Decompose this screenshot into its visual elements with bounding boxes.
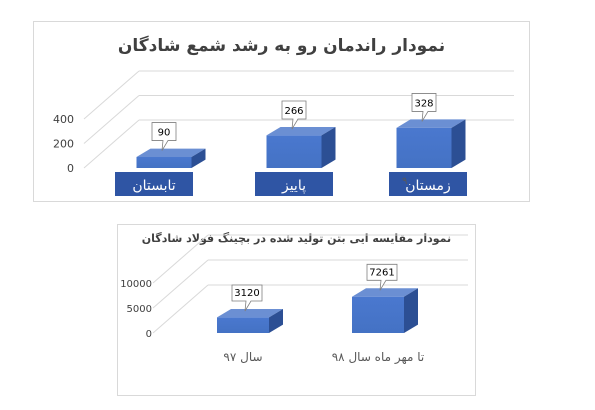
bar-front (266, 135, 322, 168)
gridline-edge (152, 234, 209, 284)
bar-top (266, 127, 336, 136)
bar-top (217, 309, 283, 318)
bar-top (396, 119, 466, 128)
y-tick-label: 5000 (127, 304, 152, 315)
data-label-callout (231, 284, 263, 312)
data-label: 3120 (234, 288, 259, 299)
chart-panel-concrete: نمودار مقایسه ایی بتن تولید شده در بچینگ… (117, 224, 476, 396)
y-tick-label: 10000 (120, 279, 152, 290)
gridline-edge (152, 284, 209, 334)
data-label: 7261 (369, 267, 394, 278)
gridline-edge (83, 119, 140, 169)
bar-side (191, 148, 206, 168)
category-label: پاییز (281, 178, 306, 194)
gridline-edge (152, 259, 209, 309)
category-label-box (389, 172, 467, 196)
bar-top (352, 288, 418, 297)
category-label: سال ۹۷ (223, 350, 262, 364)
category-label-box (115, 172, 193, 196)
bar-front (352, 296, 404, 333)
chart-panel-growth: نمودار راندمان رو به رشد شمع شادگان 0 200… (33, 21, 530, 202)
bar-front (136, 156, 192, 168)
bar-side (404, 288, 418, 333)
y-tick-label: 400 (53, 113, 74, 126)
data-label: 266 (284, 106, 303, 117)
bar (266, 127, 336, 168)
gridline-edge (83, 95, 140, 144)
bar (396, 119, 466, 168)
y-tick-label: 200 (53, 138, 74, 151)
data-label: 90 (158, 128, 171, 139)
bar-front (217, 317, 269, 333)
chart-canvas: 0 5000 10000 3120 سال ۹۷ 7261 تا مهر ماه سال ۹… (120, 234, 468, 365)
gridline-edge (83, 70, 140, 120)
bar-front (396, 127, 452, 168)
data-label-callout (151, 122, 177, 151)
bar (352, 288, 418, 333)
y-tick-label: 0 (146, 329, 152, 340)
bar-side (269, 309, 283, 333)
data-label-callout (411, 93, 437, 122)
stray-mark: ۹ (402, 176, 407, 187)
data-label-callout (281, 100, 307, 130)
category-label-box (255, 172, 333, 196)
category-label: تابستان (132, 178, 175, 194)
data-label-callout (366, 263, 398, 291)
category-label: تا مهر ماه سال ۹۸ (332, 350, 425, 365)
y-tick-label: 0 (67, 162, 74, 175)
bar-top (136, 148, 206, 157)
chart-title: نمودار راندمان رو به رشد شمع شادگان (117, 36, 446, 56)
bar (217, 309, 283, 333)
bar-side (321, 127, 336, 168)
bar (136, 148, 206, 168)
data-label: 328 (414, 98, 433, 109)
bar-side (451, 119, 466, 168)
category-label: زمستان (405, 178, 451, 194)
